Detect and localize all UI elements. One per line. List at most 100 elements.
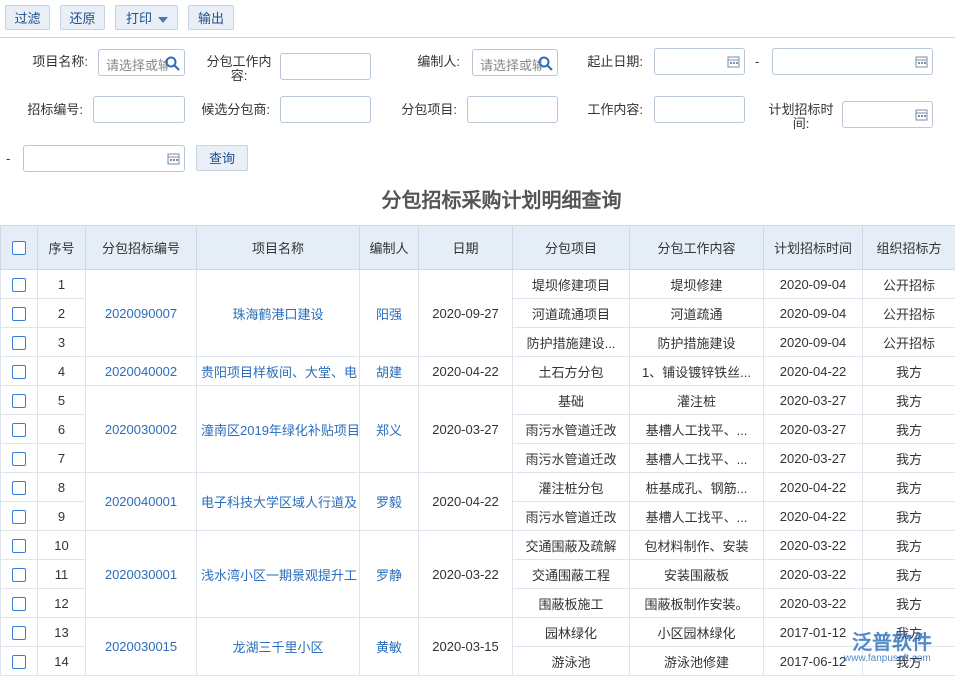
date-input[interactable] — [654, 48, 745, 75]
sub-project-cell: 园林绿化 — [513, 618, 630, 647]
plan-date-cell: 2020-03-27 — [764, 444, 863, 473]
project-cell[interactable]: 珠海鹤港口建设 — [197, 270, 360, 357]
sub-project-cell: 基础 — [513, 386, 630, 415]
date-input[interactable] — [772, 48, 933, 75]
seq-cell: 7 — [38, 444, 86, 473]
plan-date-cell: 2020-04-22 — [764, 473, 863, 502]
project-cell[interactable]: 电子科技大学区域人行道及 — [197, 473, 360, 531]
project-cell[interactable]: 潼南区2019年绿化补贴项目 — [197, 386, 360, 473]
code-cell[interactable]: 2020030002 — [86, 386, 197, 473]
sub-project-cell: 雨污水管道迁改 — [513, 502, 630, 531]
org-cell: 我方 — [863, 386, 955, 415]
plan-date-cell: 2020-03-27 — [764, 415, 863, 444]
field-label: 工作内容: — [575, 103, 643, 117]
work-cell: 安装围蔽板 — [630, 560, 764, 589]
seq-cell: 12 — [38, 589, 86, 618]
text-input[interactable] — [467, 96, 558, 123]
checkbox-cell — [1, 299, 38, 328]
search-input[interactable]: 请选择或输 — [472, 49, 558, 76]
seq-cell: 13 — [38, 618, 86, 647]
checkbox[interactable] — [12, 241, 26, 255]
checkbox-cell — [1, 618, 38, 647]
toolbar-button[interactable]: 输出 — [188, 5, 234, 30]
sub-project-cell: 交通围蔽及疏解 — [513, 531, 630, 560]
checkbox[interactable] — [12, 278, 26, 292]
text-input[interactable] — [280, 53, 371, 80]
seq-cell: 14 — [38, 647, 86, 676]
org-cell: 我方 — [863, 589, 955, 618]
search-input[interactable]: 请选择或输 — [98, 49, 185, 76]
header-cell: 项目名称 — [197, 226, 360, 270]
page-title: 分包招标采购计划明细查询 — [0, 184, 955, 213]
seq-cell: 5 — [38, 386, 86, 415]
work-cell: 防护措施建设 — [630, 328, 764, 357]
checkbox[interactable] — [12, 568, 26, 582]
project-cell[interactable]: 贵阳项目样板间、大堂、电 — [197, 357, 360, 386]
checkbox[interactable] — [12, 307, 26, 321]
seq-cell: 8 — [38, 473, 86, 502]
seq-cell: 3 — [38, 328, 86, 357]
header-cell — [1, 226, 38, 270]
field-label: 编制人: — [392, 55, 460, 69]
checkbox[interactable] — [12, 597, 26, 611]
checkbox[interactable] — [12, 655, 26, 669]
checkbox[interactable] — [12, 365, 26, 379]
checkbox[interactable] — [12, 481, 26, 495]
watermark-url: www.fanpusoft.com — [830, 653, 950, 664]
code-cell[interactable]: 2020040002 — [86, 357, 197, 386]
checkbox[interactable] — [12, 539, 26, 553]
checkbox-cell — [1, 589, 38, 618]
checkbox[interactable] — [12, 336, 26, 350]
org-cell: 我方 — [863, 357, 955, 386]
project-cell[interactable]: 龙湖三千里小区 — [197, 618, 360, 676]
checkbox[interactable] — [12, 452, 26, 466]
icon-wrap — [915, 55, 928, 71]
checkbox[interactable] — [12, 423, 26, 437]
plan-date-cell: 2020-09-04 — [764, 328, 863, 357]
search-button[interactable]: 查询 — [196, 145, 248, 171]
code-cell[interactable]: 2020030015 — [86, 618, 197, 676]
date-cell: 2020-04-22 — [419, 357, 513, 386]
toolbar-button[interactable]: 过滤 — [5, 5, 50, 30]
sub-project-cell: 围蔽板施工 — [513, 589, 630, 618]
date-cell: 2020-09-27 — [419, 270, 513, 357]
seq-cell: 4 — [38, 357, 86, 386]
work-cell: 河道疏通 — [630, 299, 764, 328]
checkbox[interactable] — [12, 626, 26, 640]
code-cell[interactable]: 2020040001 — [86, 473, 197, 531]
work-cell: 游泳池修建 — [630, 647, 764, 676]
toolbar-button[interactable]: 还原 — [60, 5, 105, 30]
placeholder: 请选择或输 — [106, 55, 168, 74]
checkbox[interactable] — [12, 510, 26, 524]
watermark-brand: 泛普软件 — [830, 626, 950, 655]
header-cell: 分包项目 — [513, 226, 630, 270]
author-cell: 罗毅 — [360, 473, 419, 531]
calendar-icon — [915, 55, 928, 68]
sub-project-cell: 雨污水管道迁改 — [513, 415, 630, 444]
text-input[interactable] — [93, 96, 185, 123]
work-cell: 基槽人工找平、... — [630, 502, 764, 531]
code-cell[interactable]: 2020030001 — [86, 531, 197, 618]
text-input[interactable] — [280, 96, 371, 123]
code-cell[interactable]: 2020090007 — [86, 270, 197, 357]
project-cell[interactable]: 浅水湾小区一期景观提升工 — [197, 531, 360, 618]
date-input[interactable] — [842, 101, 933, 128]
seq-cell: 11 — [38, 560, 86, 589]
toolbar-button[interactable]: 打印 — [115, 5, 178, 30]
date-cell: 2020-03-22 — [419, 531, 513, 618]
checkbox-cell — [1, 328, 38, 357]
work-cell: 围蔽板制作安装。 — [630, 589, 764, 618]
search-icon — [538, 56, 553, 71]
org-cell: 公开招标 — [863, 270, 955, 299]
work-cell: 基槽人工找平、... — [630, 444, 764, 473]
author-cell: 黄敏 — [360, 618, 419, 676]
checkbox-cell — [1, 415, 38, 444]
icon-wrap — [915, 108, 928, 124]
text-input[interactable] — [654, 96, 745, 123]
date-cell: 2020-03-27 — [419, 386, 513, 473]
calendar-icon — [727, 55, 740, 68]
checkbox[interactable] — [12, 394, 26, 408]
date-input[interactable] — [23, 145, 185, 172]
